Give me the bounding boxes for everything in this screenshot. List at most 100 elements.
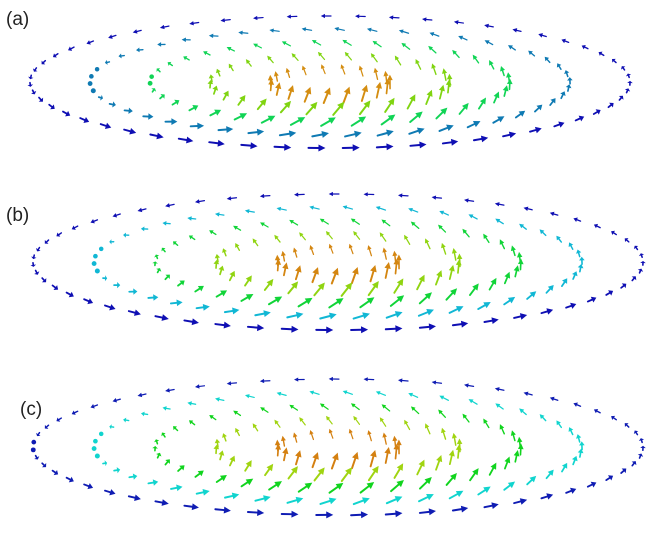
- spin-head: [233, 225, 238, 230]
- spin-shaft: [375, 71, 379, 81]
- spin-shaft: [432, 33, 440, 37]
- spin-head: [326, 326, 334, 334]
- spin-head: [387, 74, 393, 81]
- spin-shaft: [490, 63, 495, 70]
- spin-head: [162, 406, 167, 411]
- spin-shaft: [487, 41, 494, 46]
- spin-head: [386, 143, 394, 151]
- spin-head: [71, 225, 76, 230]
- spin-head: [342, 205, 348, 210]
- spin-head: [538, 33, 543, 38]
- spin-shaft: [346, 54, 352, 61]
- spin-shaft: [596, 410, 601, 414]
- spin-head: [429, 32, 435, 37]
- spin-head: [137, 392, 143, 398]
- spin-shaft: [240, 143, 252, 147]
- spin-head: [187, 401, 192, 406]
- spin-head: [544, 56, 550, 62]
- spin-head: [161, 499, 169, 506]
- spin-shaft: [254, 426, 259, 432]
- spin-shaft: [214, 323, 226, 327]
- spin-head: [222, 248, 227, 253]
- spin-shaft: [346, 206, 354, 210]
- spin-head: [546, 308, 554, 315]
- spin-shaft: [111, 34, 117, 38]
- spin-head: [395, 325, 403, 333]
- spin-head: [186, 136, 194, 144]
- spin-head: [295, 311, 304, 319]
- spin-shaft: [545, 287, 552, 294]
- spin-head: [438, 409, 443, 415]
- spin-shaft: [618, 97, 623, 101]
- spin-head: [517, 258, 524, 265]
- spin-shaft: [522, 225, 527, 230]
- spin-head: [140, 226, 145, 232]
- spin-shaft: [369, 270, 375, 283]
- spin-shaft: [319, 499, 331, 505]
- spin-head: [508, 131, 517, 139]
- spin-head: [194, 384, 200, 389]
- spin-head: [536, 104, 543, 111]
- spin-head: [350, 218, 356, 223]
- spin-head: [564, 70, 570, 75]
- spin-shaft: [375, 145, 388, 149]
- spin-head: [393, 258, 400, 265]
- spin-head: [483, 301, 491, 309]
- spin-shaft: [340, 286, 349, 297]
- spin-head: [493, 91, 500, 99]
- spin-shaft: [313, 286, 322, 297]
- spin-head: [226, 196, 232, 201]
- spin-head: [581, 44, 586, 50]
- spin-head: [513, 450, 520, 457]
- spin-shaft: [570, 245, 574, 250]
- spin-head: [154, 254, 160, 258]
- spin-shaft: [512, 434, 516, 442]
- spin-shaft: [292, 406, 299, 411]
- spin-shaft: [294, 436, 298, 443]
- spin-head: [38, 97, 44, 102]
- spin-head: [304, 297, 313, 305]
- spin-shaft: [276, 263, 280, 272]
- spin-head: [191, 503, 199, 511]
- spin-head: [590, 296, 597, 303]
- spin-head: [104, 275, 108, 282]
- spin-dot: [98, 246, 104, 252]
- spin-head: [30, 264, 37, 267]
- spin-head: [68, 291, 74, 298]
- spin-shaft: [404, 44, 411, 50]
- spin-head: [293, 247, 298, 253]
- spin-shaft: [425, 18, 433, 21]
- spin-shaft: [457, 21, 465, 24]
- spin-shaft: [169, 63, 174, 67]
- spin-head: [446, 73, 453, 80]
- spin-shaft: [330, 273, 337, 285]
- spin-shaft: [413, 223, 420, 230]
- spin-shaft: [467, 199, 475, 202]
- spin-head: [452, 49, 457, 55]
- spin-head: [451, 247, 458, 254]
- spin-shaft: [498, 220, 504, 225]
- spin-shaft: [115, 213, 121, 216]
- spin-head: [517, 443, 524, 450]
- spin-shaft: [445, 477, 454, 486]
- spin-head: [217, 139, 225, 147]
- spin-head: [510, 430, 516, 436]
- spin-head: [568, 427, 574, 432]
- spin-head: [366, 297, 375, 305]
- spin-shaft: [123, 128, 132, 133]
- spin-head: [556, 420, 561, 426]
- spin-head: [556, 235, 561, 241]
- spin-head: [329, 312, 337, 320]
- spin-shaft: [393, 468, 401, 479]
- spin-shaft: [385, 498, 397, 505]
- spin-head: [252, 423, 258, 429]
- spin-shaft: [367, 470, 376, 482]
- spin-head: [304, 482, 313, 490]
- spin-head: [640, 445, 646, 449]
- spin-shaft: [558, 423, 563, 429]
- spin-head: [518, 110, 526, 117]
- spin-shaft: [435, 111, 444, 120]
- spin-shaft: [576, 404, 582, 407]
- spin-head: [171, 118, 178, 125]
- spin-head: [424, 476, 432, 485]
